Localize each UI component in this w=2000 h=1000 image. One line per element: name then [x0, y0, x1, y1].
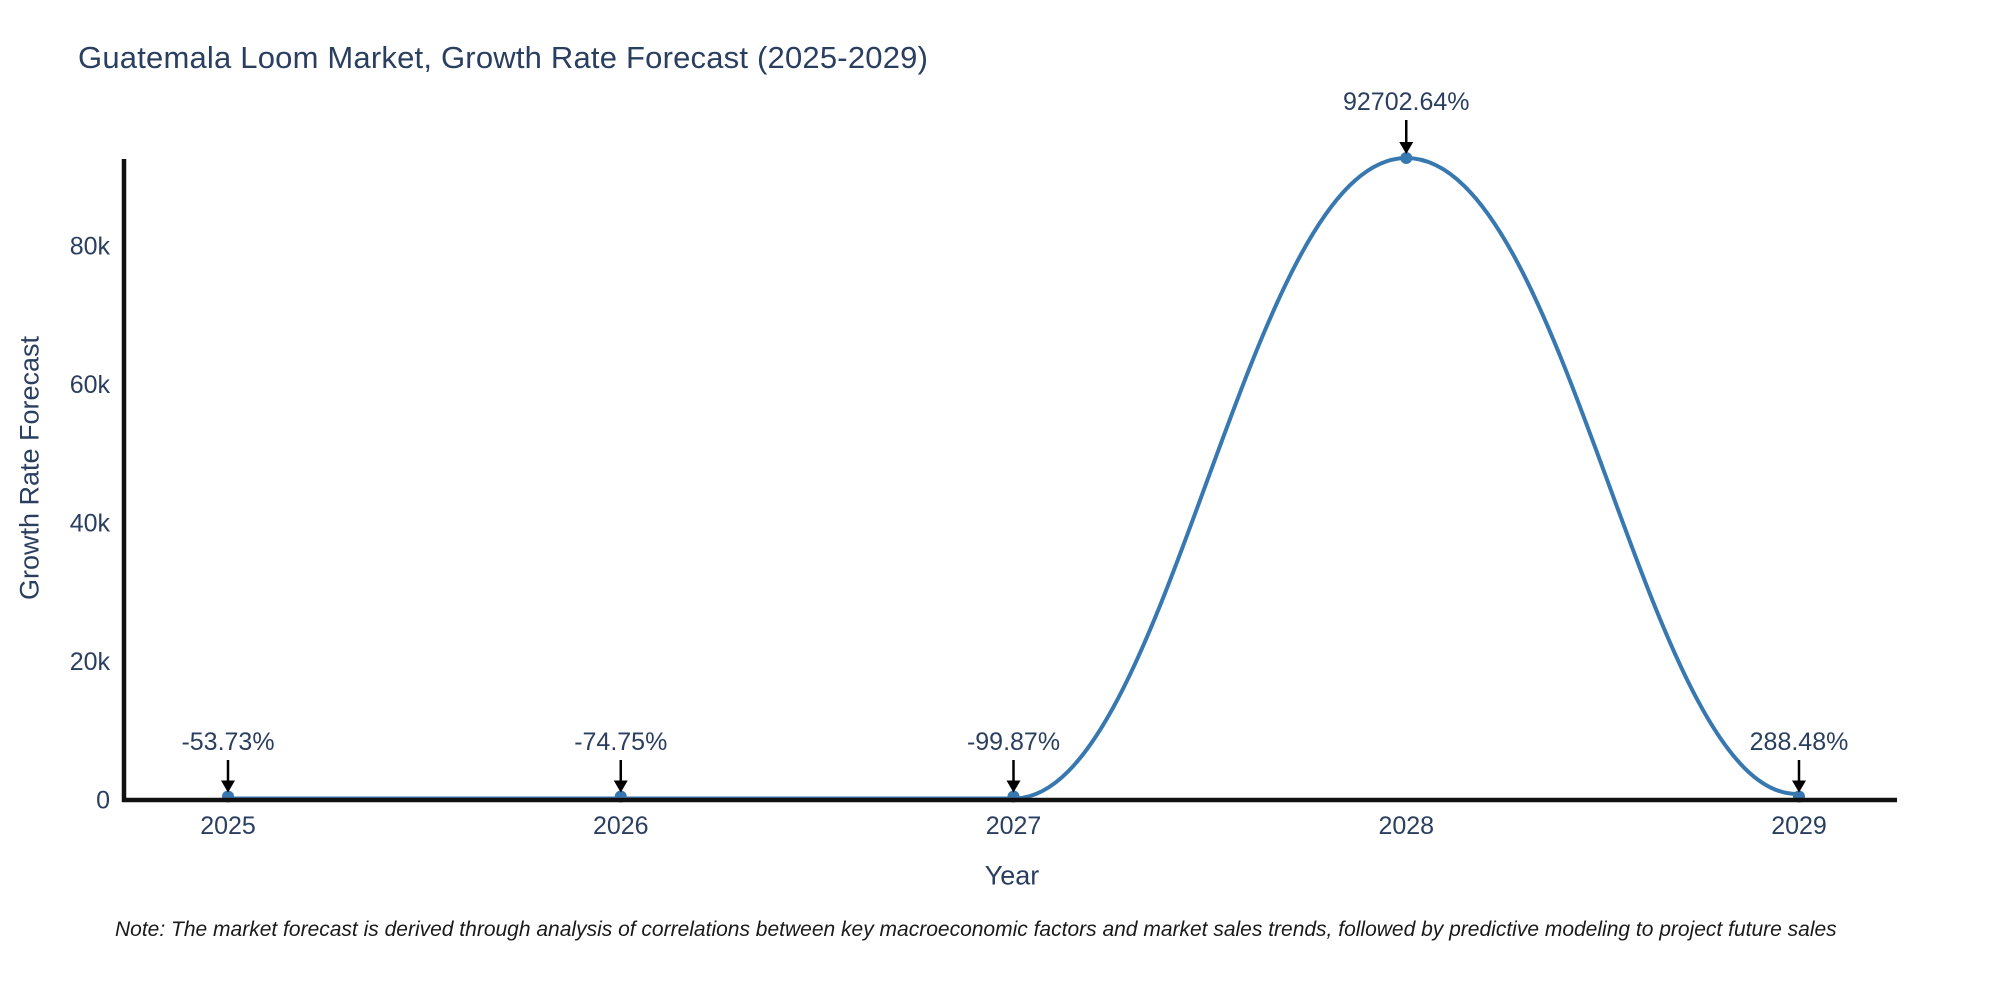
x-tick-label: 2025: [200, 812, 256, 840]
x-tick-label: 2028: [1378, 812, 1434, 840]
forecast-line: [226, 156, 1801, 801]
chart-title: Guatemala Loom Market, Growth Rate Forec…: [78, 40, 929, 75]
annotation-arrowhead: [221, 780, 235, 793]
annotation-label: -74.75%: [574, 728, 667, 756]
chart-footnote: Note: The market forecast is derived thr…: [115, 918, 1837, 941]
annotation-label: -53.73%: [181, 728, 274, 756]
annotation-arrowhead: [613, 780, 628, 793]
annotation-label: -99.87%: [967, 728, 1060, 756]
annotation-label: 288.48%: [1750, 728, 1849, 756]
y-tick-label: 0: [96, 787, 110, 815]
annotation-arrowhead: [1792, 780, 1806, 793]
annotation-label: 92702.64%: [1343, 88, 1470, 116]
x-tick-label: 2029: [1771, 812, 1827, 840]
annotation-arrowhead: [1006, 780, 1021, 793]
x-tick-label: 2027: [986, 812, 1042, 840]
y-tick-label: 40k: [70, 510, 111, 538]
annotation-arrowhead: [1399, 142, 1414, 155]
x-tick-label: 2026: [593, 812, 649, 840]
y-tick-label: 80k: [70, 233, 111, 261]
y-tick-label: 60k: [70, 371, 111, 399]
x-axis-title: Year: [984, 860, 1040, 891]
y-tick-label: 20k: [70, 648, 111, 676]
data-point-marker: [1400, 152, 1413, 165]
